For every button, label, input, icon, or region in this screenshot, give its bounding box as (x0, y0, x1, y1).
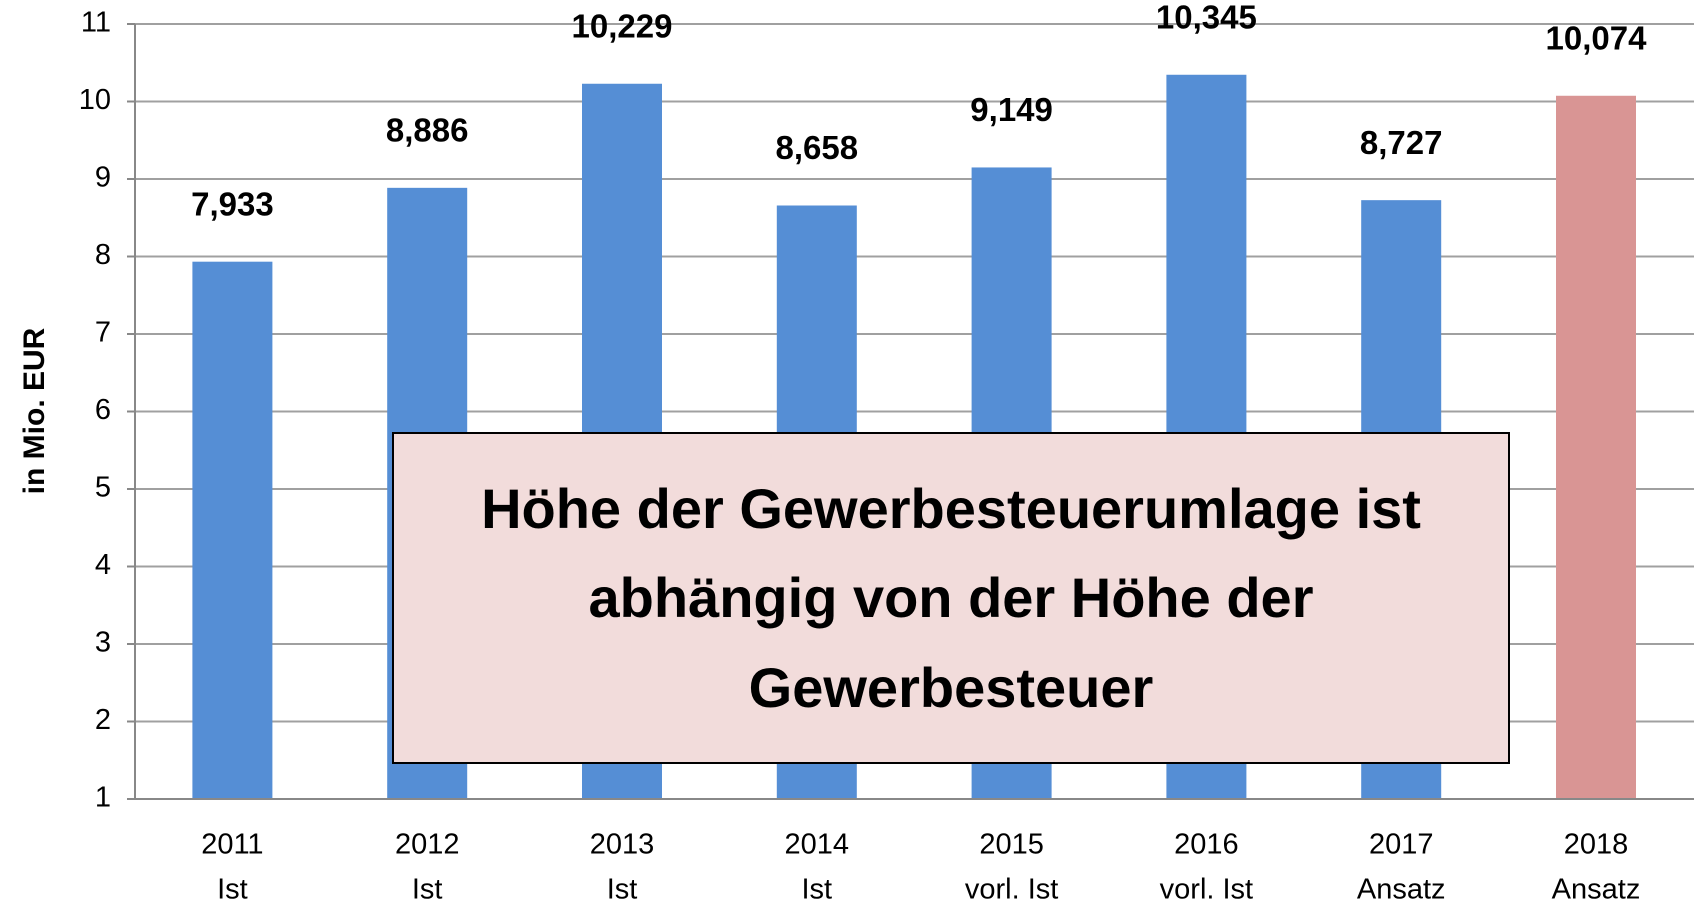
y-tick-label: 5 (95, 472, 111, 504)
value-label: 10,074 (1546, 19, 1648, 56)
value-label: 10,345 (1156, 0, 1257, 35)
y-tick-label: 11 (81, 7, 111, 39)
x-tick-label: Ansatz (1357, 874, 1446, 905)
y-tick-label: 7 (95, 317, 111, 349)
x-tick-label: 2016 (1174, 829, 1239, 861)
x-tick-label: 2011 (201, 829, 263, 861)
x-tick-label: 2014 (785, 829, 850, 861)
x-tick-label: Ist (412, 874, 443, 905)
x-tick-label: Ist (217, 874, 248, 905)
value-label: 9,149 (970, 91, 1053, 128)
y-tick-label: 3 (95, 627, 111, 659)
x-tick-label: vorl. Ist (1160, 874, 1253, 905)
annotation: Höhe der Gewerbesteuerumlage ist abhängi… (392, 432, 1510, 764)
bar (192, 261, 273, 799)
x-tick-label: vorl. Ist (965, 874, 1058, 905)
value-label: 8,727 (1360, 124, 1443, 161)
x-tick-label: 2013 (590, 829, 655, 861)
x-tick-label: 2015 (979, 829, 1044, 861)
y-tick-label: 10 (79, 84, 111, 116)
value-label: 7,933 (191, 185, 274, 222)
value-label: 8,886 (386, 112, 469, 149)
y-tick-label: 8 (95, 239, 111, 271)
y-tick-label: 4 (95, 549, 111, 581)
y-tick-label: 2 (95, 704, 111, 736)
x-tick-label: 2018 (1564, 829, 1629, 861)
bar (1556, 95, 1636, 799)
value-label: 10,229 (572, 7, 673, 44)
y-axis-label: in Mio. EUR (18, 327, 51, 494)
x-tick-label: 2017 (1369, 829, 1434, 861)
x-tick-label: Ansatz (1552, 874, 1641, 905)
value-label: 8,658 (776, 129, 859, 166)
y-tick-label: 1 (95, 782, 111, 814)
x-tick-label: Ist (607, 874, 638, 905)
y-tick-label: 9 (95, 162, 111, 194)
x-tick-label: 2012 (395, 829, 460, 861)
x-tick-label: Ist (801, 874, 832, 905)
y-tick-label: 6 (95, 394, 111, 426)
